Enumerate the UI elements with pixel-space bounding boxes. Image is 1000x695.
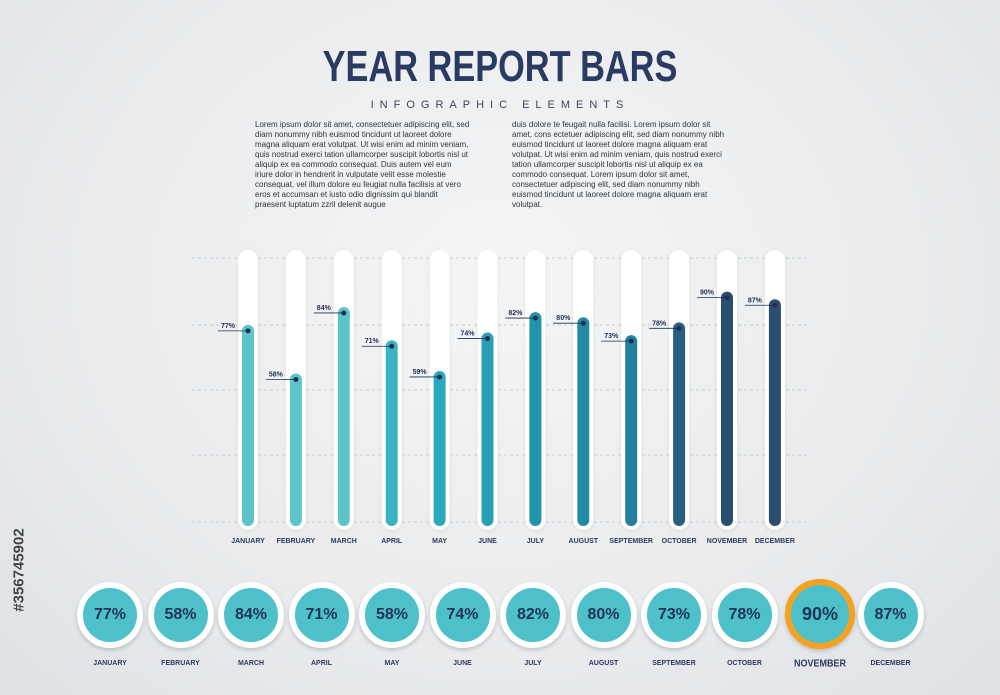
intro-paragraph-left: Lorem ipsum dolor sit amet, consectetuer… (255, 120, 470, 209)
bar-value-label: 80% (556, 315, 571, 322)
bar-value-label: 71% (365, 338, 380, 345)
percentage-badge: 58% (359, 582, 425, 648)
percentage-badge: 74% (429, 582, 496, 648)
bar-value-label: 59% (413, 369, 428, 376)
x-tick-label: OCTOBER (662, 538, 697, 545)
percentage-badge: 77% (77, 582, 143, 648)
bar (242, 324, 254, 526)
bar-value-label: 74% (461, 331, 476, 338)
bar (385, 340, 398, 526)
bar (529, 312, 542, 526)
percentage-badge: 82% (500, 582, 566, 648)
bar-value-label: 84% (317, 305, 332, 312)
stock-id-watermark: #356745902 (4, 455, 34, 685)
percentage-badge: 58% (147, 582, 214, 648)
bar (577, 317, 590, 526)
bar-value-label: 82% (508, 310, 523, 317)
x-tick-label: MAY (432, 538, 447, 545)
percentage-badge: 80% (570, 582, 637, 648)
x-tick-label: MARCH (331, 538, 357, 545)
percentage-badge: 87% (857, 582, 924, 648)
bar-value-label: 87% (748, 297, 763, 304)
x-tick-label: AUGUST (569, 538, 599, 545)
bar-value-label: 58% (269, 372, 284, 379)
bar (337, 306, 350, 526)
page-title: YEAR REPORT BARS (322, 42, 678, 91)
intro-paragraph-right: duis dolore te feugait nulla facilisi. L… (512, 120, 725, 209)
bar (433, 370, 446, 526)
x-tick-label: SEPTEMBER (609, 538, 653, 545)
bar (481, 332, 494, 526)
percentage-badge: 78% (711, 582, 778, 648)
x-tick-label: JUNE (478, 538, 497, 545)
x-tick-label: JULY (527, 538, 545, 545)
bar (625, 335, 638, 526)
page-subtitle: INFOGRAPHIC ELEMENTS (370, 99, 630, 111)
bar-value-label: 90% (700, 290, 715, 297)
percentage-badge: 73% (641, 582, 707, 648)
bar-value-label: 77% (221, 323, 236, 330)
bar (721, 291, 733, 526)
x-tick-label: DECEMBER (755, 538, 795, 545)
x-tick-label: FEBRUARY (277, 538, 316, 545)
x-tick-label: JANUARY (231, 538, 265, 545)
bar-value-label: 78% (652, 320, 667, 327)
bar-value-label: 73% (604, 333, 619, 340)
percentage-badge: 71% (288, 582, 355, 648)
x-tick-label: NOVEMBER (707, 538, 747, 545)
percentage-badge: 90% (785, 579, 855, 649)
stock-id-text: #356745902 (10, 528, 28, 612)
percentage-badge: 84% (218, 582, 284, 648)
bar (768, 299, 781, 526)
bar (289, 373, 302, 526)
x-tick-label: APRIL (381, 538, 403, 545)
bar (673, 322, 686, 526)
